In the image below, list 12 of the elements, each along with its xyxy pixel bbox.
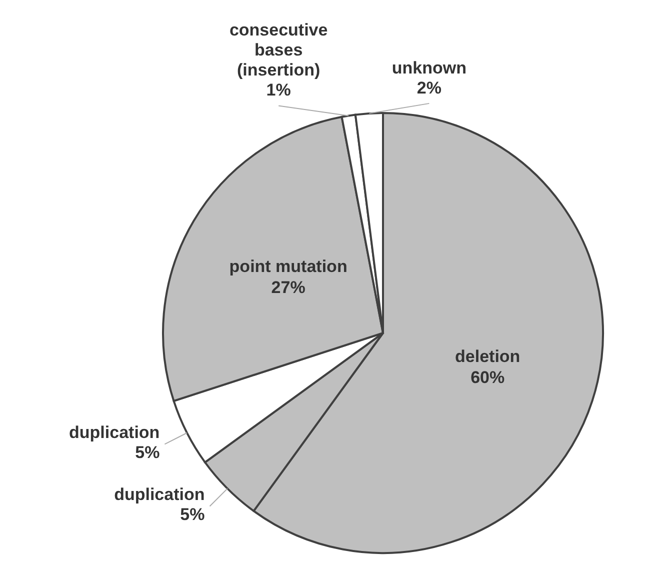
data-label: 27%	[271, 278, 306, 298]
data-label: 2%	[416, 78, 442, 98]
data-label: 60%	[470, 368, 505, 387]
slice-label: deletion	[455, 346, 520, 366]
slice-label: duplication	[69, 423, 160, 442]
data-label: 1%	[266, 80, 291, 100]
slice-label: unknown	[392, 58, 466, 78]
data-label: 5%	[135, 443, 160, 462]
slice-label: point mutation	[229, 257, 348, 276]
data-label: 5%	[180, 505, 205, 524]
slice-label: duplication	[114, 485, 205, 504]
slice-label: consecutive bases (insertion)	[229, 20, 328, 80]
